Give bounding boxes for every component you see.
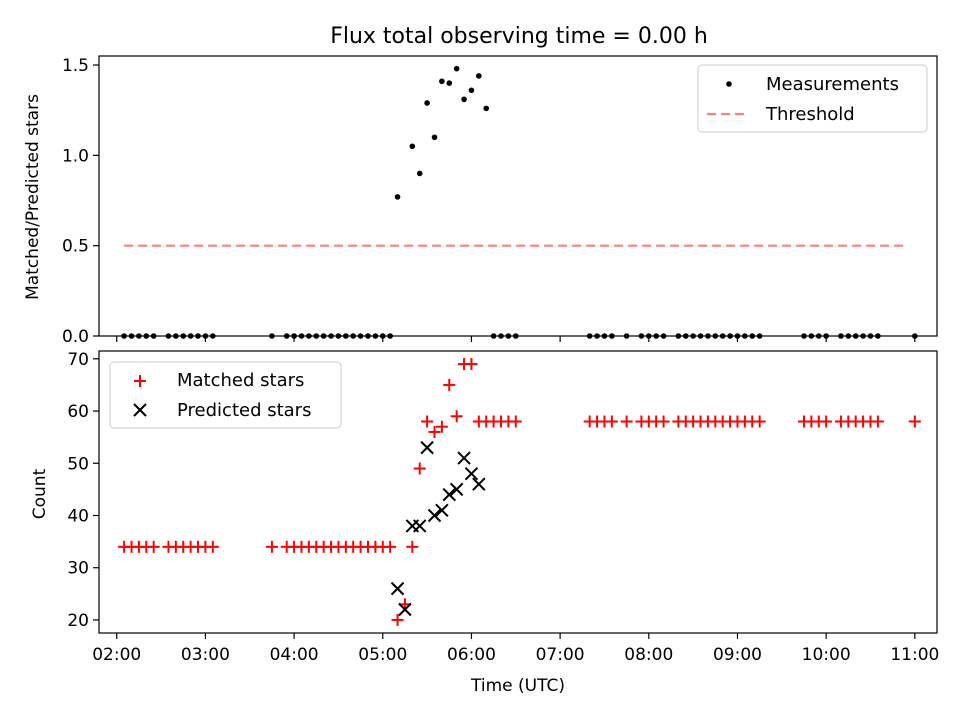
matched-star-point [391, 613, 404, 626]
matched-star-point [605, 415, 618, 428]
top-y-tick-label: 1.5 [62, 56, 89, 76]
predicted-star-point [449, 482, 464, 497]
bottom-legend-box [109, 361, 342, 429]
matched-star-point [147, 540, 160, 553]
predicted-star-point [464, 467, 479, 481]
measurement-point [424, 100, 430, 106]
x-tick-label: 03:00 [181, 645, 230, 665]
matched-star-point [820, 415, 833, 428]
measurement-point [461, 96, 467, 103]
matched-star-point [657, 415, 670, 428]
bottom-axes-frame [98, 350, 938, 634]
x-tick-label: 06:00 [447, 645, 496, 665]
top-legend-box [697, 64, 928, 133]
matched-star-point [406, 540, 419, 553]
x-tick-label: 09:00 [713, 645, 762, 665]
measurement-point [453, 65, 460, 72]
measurement-point [468, 87, 475, 94]
matched-star-point [206, 540, 219, 553]
legend-matched-marker [134, 375, 146, 387]
top-panel: Flux total observing time = 0.00 h Match… [23, 24, 938, 347]
top-y-tick-label: 0.5 [62, 237, 89, 257]
bottom-legend: Matched stars Predicted stars [109, 361, 342, 429]
bottom-data-marks [118, 358, 921, 626]
measurement-point [446, 80, 453, 86]
x-axis-label: Time (UTC) [470, 676, 565, 696]
matched-star-point [421, 415, 434, 428]
bottom-y-axis-label: Count [30, 468, 50, 519]
predicted-star-point [435, 503, 449, 517]
predicted-star-point [413, 519, 427, 533]
bottom-y-tick-label: 60 [67, 402, 89, 422]
legend-measurements-label: Measurements [766, 74, 899, 95]
bottom-panel: Count Time (UTC) 20 30 40 50 60 70 02:00 03:00… [30, 350, 939, 696]
predicted-star-point [398, 602, 412, 617]
predicted-star-point [427, 508, 442, 523]
top-y-tick-label: 1.0 [62, 146, 89, 166]
bottom-y-tick-label: 70 [67, 350, 89, 370]
legend-predicted-marker [133, 403, 147, 417]
x-tick-label: 04:00 [270, 645, 319, 665]
matched-star-point [465, 358, 478, 371]
measurement-point [476, 73, 482, 79]
top-legend: Measurements Threshold [697, 64, 928, 133]
legend-measurements-marker [726, 81, 732, 87]
measurement-point [483, 105, 490, 112]
matched-star-point [435, 420, 448, 433]
matched-star-point [620, 415, 633, 428]
measurement-point [409, 143, 416, 150]
predicted-star-point [472, 477, 486, 491]
legend-matched-label: Matched stars [177, 370, 304, 391]
matched-star-point [450, 410, 463, 423]
x-tick-label: 07:00 [536, 645, 585, 665]
matched-star-point [753, 415, 766, 428]
top-y-axis-label: Matched/Predicted stars [23, 94, 43, 300]
bottom-y-tick-label: 50 [67, 454, 89, 474]
top-y-ticks: 0.0 0.5 1.0 1.5 [62, 56, 99, 347]
predicted-star-point [442, 487, 456, 502]
x-tick-label: 02:00 [92, 645, 141, 665]
bottom-y-tick-label: 30 [67, 559, 89, 579]
matched-star-point [265, 540, 278, 553]
top-axes-frame [98, 55, 938, 337]
predicted-star-point [457, 451, 471, 465]
predicted-star-point [390, 581, 405, 596]
measurement-point [416, 170, 423, 177]
matched-star-point [871, 415, 884, 428]
matched-star-point [428, 425, 441, 438]
measurement-point [439, 78, 445, 85]
matched-star-point [509, 415, 522, 428]
top-y-tick-label: 0.0 [62, 327, 89, 347]
legend-predicted-label: Predicted stars [177, 400, 311, 421]
bottom-y-tick-label: 20 [67, 611, 89, 631]
matched-star-point [908, 415, 921, 428]
x-tick-label: 11:00 [890, 645, 939, 665]
bottom-y-ticks: 20 30 40 50 60 70 [67, 350, 99, 631]
x-tick-label: 10:00 [802, 645, 851, 665]
measurement-point [431, 134, 438, 141]
predicted-star-point [420, 440, 434, 455]
chart-title: Flux total observing time = 0.00 h [330, 24, 708, 49]
x-tick-label: 05:00 [358, 645, 407, 665]
matched-star-point [384, 540, 397, 553]
legend-threshold-label: Threshold [765, 104, 855, 125]
matched-star-point [413, 462, 426, 475]
bottom-y-tick-label: 40 [67, 507, 89, 527]
measurement-point [394, 194, 401, 200]
x-tick-label: 08:00 [624, 645, 673, 665]
matched-star-point [443, 378, 456, 391]
bottom-x-ticks: 02:00 03:00 04:00 05:00 06:00 07:00 08:00 09:00… [92, 633, 939, 665]
